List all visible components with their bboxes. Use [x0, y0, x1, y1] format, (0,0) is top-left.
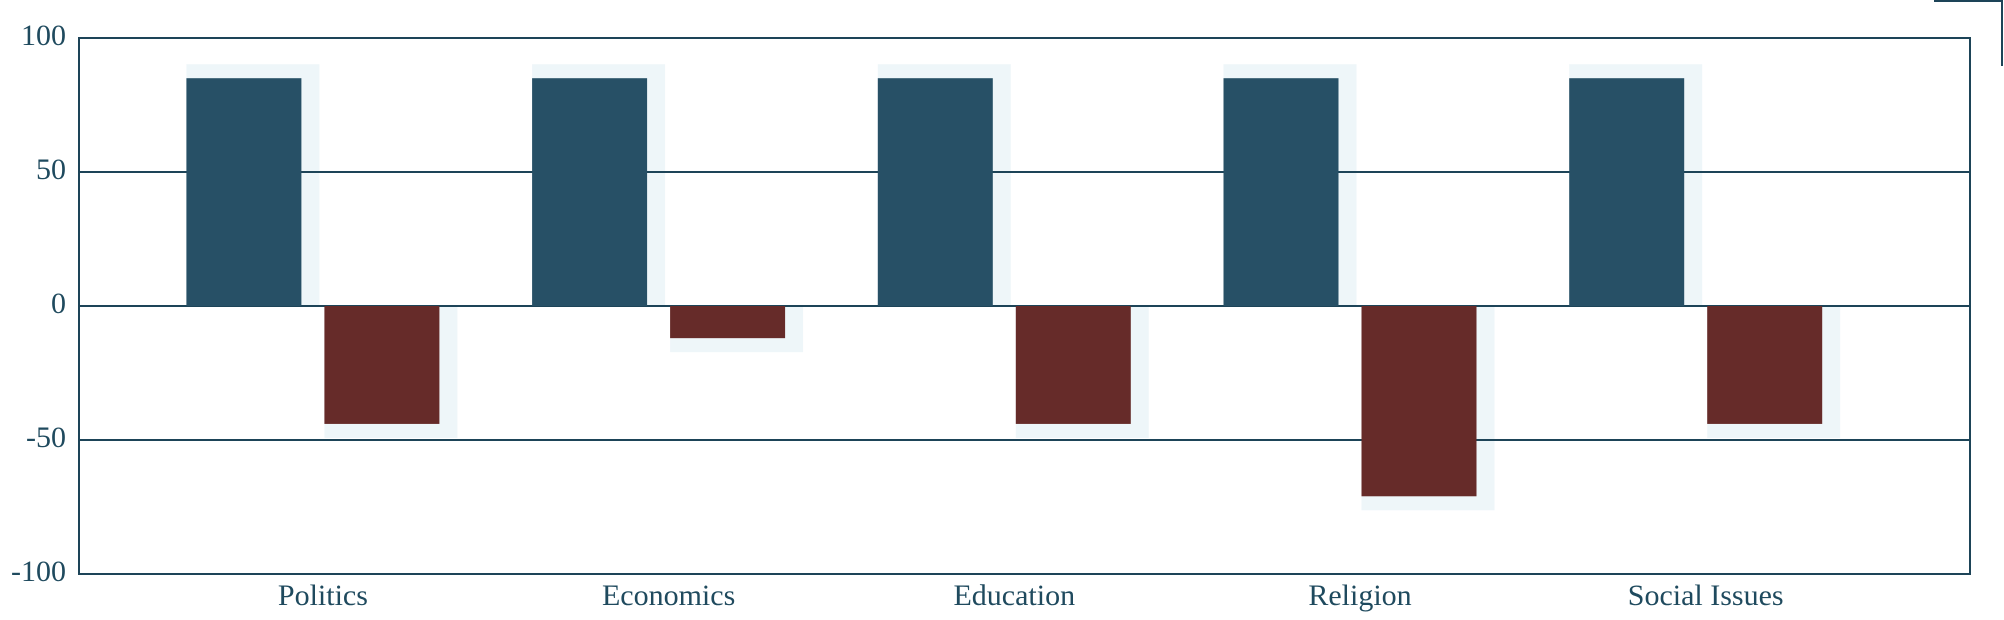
bar: [186, 78, 302, 306]
x-tick-label: Social Issues: [1628, 579, 1784, 612]
y-tick-label: -100: [11, 555, 66, 588]
corner-decoration: [1934, 0, 2003, 66]
bar: [1361, 306, 1477, 497]
x-tick-label: Education: [953, 579, 1075, 612]
y-tick-label: 50: [36, 153, 66, 186]
bar: [1015, 306, 1131, 424]
x-tick-label: Religion: [1308, 579, 1411, 612]
y-tick-label: 0: [51, 287, 66, 320]
bar: [670, 306, 786, 339]
bar: [324, 306, 440, 424]
y-tick-label: -50: [26, 421, 66, 454]
bar: [1569, 78, 1685, 306]
bar: [1707, 306, 1823, 424]
bar: [1223, 78, 1339, 306]
bar: [877, 78, 993, 306]
y-tick-label: 100: [21, 19, 66, 52]
x-tick-label: Economics: [602, 579, 735, 612]
bar: [532, 78, 648, 306]
x-tick-label: Politics: [278, 579, 368, 612]
